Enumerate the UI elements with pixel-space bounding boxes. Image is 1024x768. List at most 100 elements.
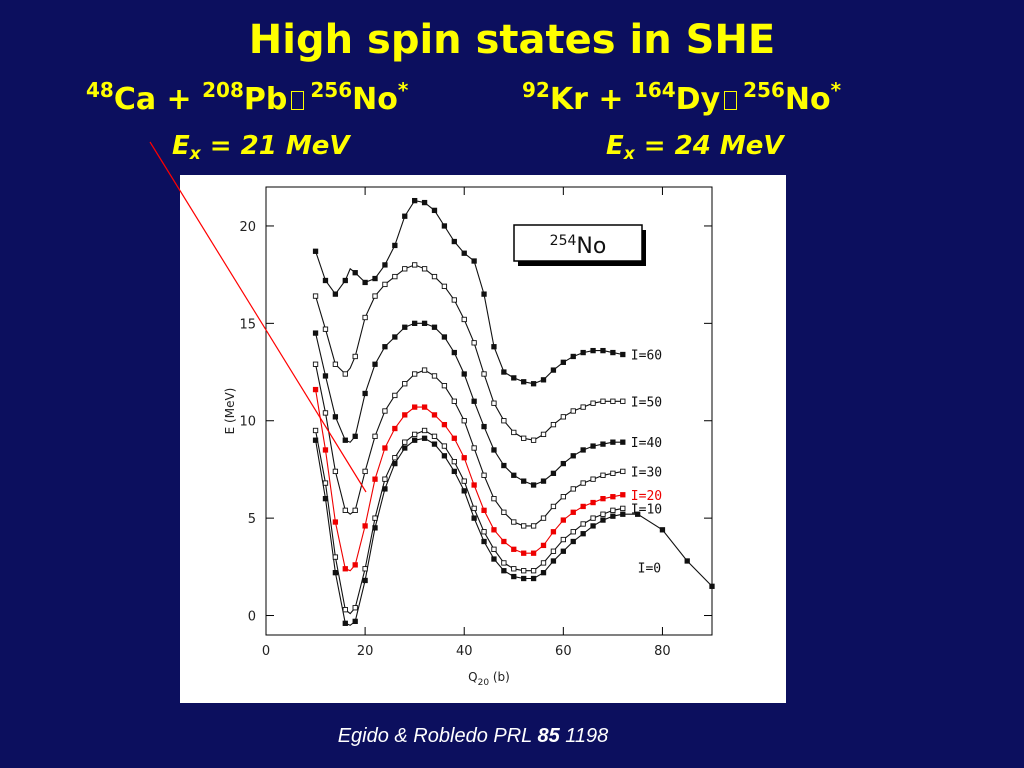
data-point: [590, 515, 596, 521]
data-point: [550, 529, 557, 535]
data-point: [590, 347, 596, 354]
data-point: [511, 429, 517, 436]
data-point: [441, 223, 448, 229]
reaction-right: 92Kr + 164Dy 256No*: [522, 80, 841, 120]
ca-symbol: Ca: [113, 82, 157, 117]
data-point: [421, 435, 428, 441]
plot-panel: 0 20 40 60 80 0 5 10 15 20 Q20 (b) E (MeV) 254No I=0 I…: [180, 175, 786, 703]
series-label: I=0: [638, 562, 661, 577]
data-point: [521, 379, 527, 385]
data-point: [560, 359, 566, 365]
data-point: [362, 566, 368, 572]
data-point: [342, 277, 348, 284]
data-point: [491, 546, 497, 552]
data-point: [461, 455, 467, 461]
data-point: [322, 277, 329, 284]
data-point: [451, 435, 457, 441]
data-point: [412, 262, 418, 268]
data-point: [342, 566, 348, 572]
no-symbol: No: [352, 82, 398, 117]
data-point: [620, 351, 626, 358]
data-point: [382, 408, 388, 414]
data-point: [600, 511, 606, 517]
data-point: [590, 476, 596, 482]
data-point: [352, 507, 358, 513]
data-point: [451, 297, 457, 303]
data-point: [521, 435, 527, 441]
data-point: [461, 478, 467, 484]
data-point: [441, 334, 448, 340]
data-point: [620, 468, 626, 475]
x-tick-label: 60: [555, 644, 572, 659]
ex-symbol: E: [172, 131, 190, 161]
data-point: [600, 347, 606, 354]
data-point: [620, 439, 626, 445]
data-point: [471, 505, 477, 512]
data-point: [570, 453, 576, 459]
data-point: [431, 273, 438, 280]
kr-mass: 92: [522, 78, 550, 102]
dy-mass: 164: [633, 78, 676, 102]
x-tick-label: 80: [654, 644, 671, 659]
data-point: [421, 320, 428, 326]
data-point: [312, 386, 319, 393]
series-line-I=40: [315, 322, 623, 486]
data-point: [491, 400, 497, 406]
data-point: [521, 568, 527, 574]
x-axis-label: Q20 (b): [468, 670, 510, 688]
data-point: [312, 293, 319, 299]
data-point: [332, 570, 339, 576]
ex-symbol: E: [606, 131, 624, 161]
missing-glyph-box: [724, 91, 738, 110]
energy-surface-chart: 0 20 40 60 80 0 5 10 15 20 Q20 (b) E (MeV) 254No I=0 I…: [223, 186, 715, 688]
data-point: [431, 373, 438, 379]
data-point: [530, 568, 537, 574]
series-label: I=60: [631, 349, 662, 364]
data-point: [540, 570, 547, 576]
data-point: [600, 496, 606, 502]
data-point: [332, 414, 339, 420]
data-point: [481, 472, 487, 478]
data-point: [362, 577, 368, 584]
data-point: [412, 437, 418, 443]
reaction-left: 48Ca + 208Pb 256No*: [86, 80, 408, 120]
data-point: [684, 558, 690, 564]
data-point: [600, 441, 606, 447]
data-point: [392, 273, 398, 280]
data-point: [620, 398, 626, 404]
data-point: [461, 250, 467, 256]
data-point: [511, 519, 517, 525]
series-label: I=40: [631, 436, 662, 451]
data-point: [322, 326, 329, 332]
data-point: [620, 505, 626, 512]
kr-symbol: Kr: [549, 82, 588, 117]
data-point: [560, 517, 566, 523]
data-point: [441, 421, 448, 428]
data-point: [620, 511, 626, 517]
data-point: [560, 494, 566, 500]
data-point: [451, 238, 457, 245]
data-point: [540, 515, 547, 521]
data-point: [402, 266, 408, 272]
data-point: [590, 400, 596, 406]
data-point: [530, 482, 537, 488]
series-line-I=20: [315, 389, 623, 572]
excited-star: *: [830, 78, 842, 102]
data-point: [491, 556, 497, 562]
data-point: [540, 377, 547, 383]
data-point: [471, 398, 477, 404]
data-point: [550, 503, 557, 510]
data-point: [481, 371, 487, 377]
data-point: [362, 279, 368, 286]
data-point: [521, 575, 527, 582]
data-point: [451, 468, 457, 475]
data-point: [441, 283, 448, 289]
data-point: [382, 281, 388, 288]
ex-subscript: x: [623, 144, 635, 164]
ca-mass: 48: [86, 78, 114, 102]
nucleus-label: 254No: [550, 233, 607, 259]
data-point: [362, 523, 368, 529]
data-point: [362, 314, 368, 321]
data-point: [392, 455, 398, 461]
data-point: [511, 375, 517, 381]
